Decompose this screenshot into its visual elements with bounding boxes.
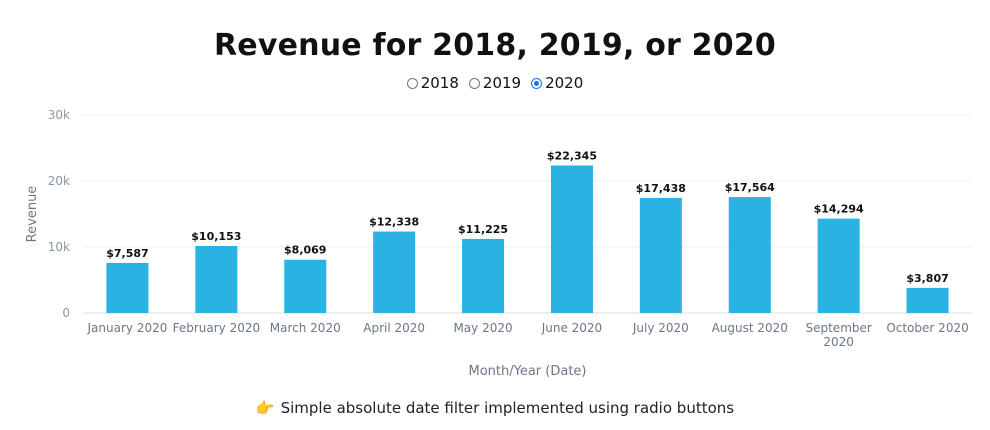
data-label: $12,338 <box>369 216 419 229</box>
data-label: $11,225 <box>458 223 508 236</box>
bar <box>106 262 149 313</box>
radio-option-2018[interactable]: 2018 <box>406 74 459 92</box>
data-label: $22,345 <box>547 150 597 163</box>
y-axis-label: Revenue <box>25 186 40 243</box>
data-label: $8,069 <box>284 244 326 257</box>
bar <box>906 287 949 313</box>
bar <box>817 218 860 313</box>
x-tick-label: February 2020 <box>173 321 261 335</box>
x-tick-label: July 2020 <box>632 321 689 335</box>
radio-label-2018: 2018 <box>420 74 459 92</box>
x-tick-label: April 2020 <box>363 321 425 335</box>
bar <box>550 165 593 313</box>
radio-option-2019[interactable]: 2019 <box>468 74 522 92</box>
radio-label-2019: 2019 <box>482 74 522 92</box>
caption-text: Simple absolute date filter implemented … <box>280 399 735 417</box>
bar-chart: 0 10k 20k 30k Revenue Month/Year (Date) $7,587… <box>25 108 972 379</box>
chart-title: Revenue for 2018, 2019, or 2020 <box>214 28 776 63</box>
radio-2020[interactable] <box>531 77 543 89</box>
x-tick-label: January 2020 <box>87 321 168 335</box>
radio-2018[interactable] <box>406 77 418 89</box>
x-tick-label: June 2020 <box>541 321 603 335</box>
bar <box>462 238 505 313</box>
data-label: $17,564 <box>725 181 775 194</box>
data-label: $7,587 <box>106 247 148 260</box>
radio-label-2020: 2020 <box>545 74 584 92</box>
x-tick-label: 2020 <box>823 335 854 349</box>
year-filter: 2018 2019 2020 <box>0 74 990 92</box>
data-label: $14,294 <box>814 203 864 216</box>
x-axis-label: Month/Year (Date) <box>469 364 587 379</box>
data-label: $3,807 <box>906 272 948 285</box>
radio-2019[interactable] <box>468 77 480 89</box>
caption: 👉 Simple absolute date filter implemented… <box>0 399 990 417</box>
radio-option-2020[interactable]: 2020 <box>531 74 583 92</box>
data-label: $17,438 <box>636 182 686 195</box>
y-tick-label: 20k <box>48 174 70 188</box>
bar <box>195 245 238 313</box>
x-tick-label: October 2020 <box>886 321 968 335</box>
y-tick-label: 30k <box>48 108 70 122</box>
x-tick-label: September <box>805 321 871 335</box>
x-tick-label: August 2020 <box>712 321 788 335</box>
x-tick-label: March 2020 <box>270 321 341 335</box>
data-label: $10,153 <box>191 230 241 243</box>
bar <box>284 259 327 313</box>
y-tick-label: 10k <box>48 240 70 254</box>
hand-pointing-right-icon: 👉 <box>255 399 275 417</box>
bar <box>728 197 771 313</box>
y-tick-label: 0 <box>62 306 70 320</box>
bar <box>373 231 416 313</box>
bar <box>639 197 682 313</box>
x-tick-label: May 2020 <box>453 321 512 335</box>
